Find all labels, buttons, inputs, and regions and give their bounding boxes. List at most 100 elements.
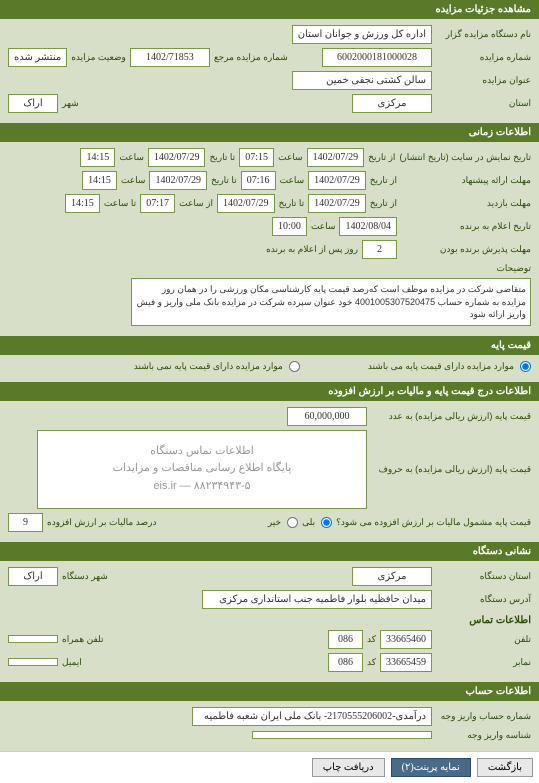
display-to-date: 1402/07/29 xyxy=(148,148,206,167)
org-value: اداره کل ورزش و جوانان استان xyxy=(292,25,432,44)
section-body-address: استان دستگاه مرکزی شهر دستگاه اراک آدرس … xyxy=(0,561,539,682)
fax-value: 33665459 xyxy=(380,653,432,672)
time-label-3: ساعت xyxy=(280,175,305,186)
footer-bar: بازگشت نمایه پرینت(۲) دریافت چاپ xyxy=(0,751,539,783)
status-label: وضعیت مزایده xyxy=(71,52,126,63)
watermark-box: اطلاعات تماس دستگاه پایگاه اطلاع رسانی م… xyxy=(37,430,367,509)
from-label-3: از تاریخ xyxy=(370,198,397,209)
notes-text: متقاضی شرکت در مزایده موظف است که‌رصد قی… xyxy=(131,278,531,326)
addr-province-label: استان دستگاه xyxy=(436,571,531,582)
from-label-2: از تاریخ xyxy=(370,175,397,186)
ref-label: شماره مزایده مرجع xyxy=(214,52,288,63)
winner-date-label: تاریخ اعلام به برنده xyxy=(401,221,531,232)
winner-time: 10:00 xyxy=(272,217,307,236)
fax-code: 086 xyxy=(328,653,363,672)
section-header-vat: اطلاعات درج قیمت پایه و مالیات بر ارزش ا… xyxy=(0,382,539,401)
vat-no: خیر xyxy=(268,517,281,528)
accid-value xyxy=(252,731,432,739)
to-label-3: تا تاریخ xyxy=(279,198,305,209)
display-to-time: 14:15 xyxy=(80,148,115,167)
section-header-account: اطلاعات حساب xyxy=(0,682,539,701)
preview-button[interactable]: نمایه پرینت(۲) xyxy=(391,758,471,777)
to-label-2: تا تاریخ xyxy=(211,175,237,186)
addr-city-value: اراک xyxy=(8,567,58,586)
watermark-line3: ۸۸۲۳۴۹۴۳-۵ — eis.ir xyxy=(50,478,354,496)
from-time-label: از ساعت xyxy=(179,198,213,209)
offer-label: مهلت ارائه پیشنهاد xyxy=(401,175,531,186)
time-label-5: ساعت xyxy=(311,221,336,232)
radio-has-baseprice[interactable] xyxy=(520,361,531,372)
province-value: مرکزی xyxy=(352,94,432,113)
code-value-1: 086 xyxy=(328,630,363,649)
code-label-2: کد xyxy=(367,657,376,668)
num-value: 6002000181000028 xyxy=(322,48,432,67)
section-body-baseprice: موارد مزایده دارای قیمت پایه می باشند مو… xyxy=(0,355,539,382)
email-value xyxy=(8,658,58,666)
code-label-1: کد xyxy=(367,634,376,645)
fax-label: نمابر xyxy=(436,657,531,668)
acc-label: شماره حساب واریز وجه xyxy=(436,711,531,722)
phone-label: تلفن xyxy=(436,634,531,645)
section-body-vat: قیمت پایه (ارزش ریالی مزایده) به عدد 60,… xyxy=(0,401,539,542)
vat-pct-label: درصد مالیات بر ارزش افزوده xyxy=(47,517,156,528)
offer-from-date: 1402/07/29 xyxy=(308,171,366,190)
offer-from-time: 07:16 xyxy=(241,171,276,190)
org-label: نام دستگاه مزایده گزار xyxy=(436,29,531,40)
subject-value: سالن کشتی نجفی خمین xyxy=(292,71,432,90)
accept-label: مهلت پذیرش برنده بودن xyxy=(401,244,531,255)
visit-to-time: 14:15 xyxy=(65,194,100,213)
offer-to-time: 14:15 xyxy=(82,171,117,190)
city-label: شهر xyxy=(62,98,79,109)
mobile-label: تلفن همراه xyxy=(62,634,104,645)
display-from-time: 07:15 xyxy=(239,148,274,167)
vat-subject-label: قیمت پایه مشمول مالیات بر ارزش افزوده می… xyxy=(336,517,531,528)
accept-days: 2 xyxy=(362,240,397,259)
winner-date: 1402/08/04 xyxy=(339,217,397,236)
section-header-baseprice: قیمت پایه xyxy=(0,336,539,355)
email-label: ایمیل xyxy=(62,657,82,668)
ref-value: 1402/71853 xyxy=(130,48,210,67)
time-label-4: ساعت xyxy=(121,175,146,186)
to-label-1: تا تاریخ xyxy=(209,152,235,163)
section-body-timing: تاریخ نمایش در سایت (تاریخ انتشار) از تا… xyxy=(0,142,539,336)
visit-from-time: 07:17 xyxy=(140,194,175,213)
radio-vat-yes[interactable] xyxy=(321,517,332,528)
back-button[interactable]: بازگشت xyxy=(477,758,533,777)
radio-no-baseprice[interactable] xyxy=(289,361,300,372)
num-label: شماره مزایده xyxy=(436,52,531,63)
accept-days-label: روز پس از اعلام به برنده xyxy=(266,244,358,255)
addr-province-value: مرکزی xyxy=(352,567,432,586)
time-label-1: ساعت xyxy=(278,152,303,163)
radio-vat-no[interactable] xyxy=(287,517,298,528)
print-button[interactable]: دریافت چاپ xyxy=(312,758,385,777)
phone-value: 33665460 xyxy=(380,630,432,649)
watermark-line2: پایگاه اطلاع رسانی مناقصات و مزایدات xyxy=(50,460,354,478)
section-header-details: مشاهده جزئیات مزایده xyxy=(0,0,539,19)
section-header-timing: اطلاعات زمانی xyxy=(0,123,539,142)
display-label: تاریخ نمایش در سایت (تاریخ انتشار) xyxy=(399,152,531,163)
addr-city-label: شهر دستگاه xyxy=(62,571,108,582)
addr-value: میدان حافظیه بلوار فاطمیه جنب استانداری … xyxy=(202,590,432,609)
no-baseprice-label: موارد مزایده دارای قیمت پایه نمی باشند xyxy=(134,361,283,372)
mobile-value xyxy=(8,635,58,643)
vat-word-label: قیمت پایه (ارزش ریالی مزایده) به حروف xyxy=(371,464,531,475)
vat-num-label: قیمت پایه (ارزش ریالی مزایده) به عدد xyxy=(371,411,531,422)
province-label: استان xyxy=(436,98,531,109)
to-time-label: تا ساعت xyxy=(104,198,136,209)
vat-yes: بلی xyxy=(302,517,315,528)
subject-label: عنوان مزایده xyxy=(436,75,531,86)
visit-from-date: 1402/07/29 xyxy=(308,194,366,213)
offer-to-date: 1402/07/29 xyxy=(149,171,207,190)
section-header-address: نشانی دستگاه xyxy=(0,542,539,561)
accid-label: شناسه واریز وجه xyxy=(436,730,531,741)
status-value: منتشر شده xyxy=(8,48,67,67)
acc-value: درآمدی-2170555206002- بانک ملی ایران شعب… xyxy=(192,707,432,726)
vat-num-value: 60,000,000 xyxy=(287,407,367,426)
vat-pct-value: 9 xyxy=(8,513,43,532)
visit-to-date: 1402/07/29 xyxy=(217,194,275,213)
display-from-date: 1402/07/29 xyxy=(307,148,365,167)
visit-label: مهلت بازدید xyxy=(401,198,531,209)
section-body-details: نام دستگاه مزایده گزار اداره کل ورزش و ج… xyxy=(0,19,539,123)
time-label-2: ساعت xyxy=(119,152,144,163)
addr-label: آدرس دستگاه xyxy=(436,594,531,605)
